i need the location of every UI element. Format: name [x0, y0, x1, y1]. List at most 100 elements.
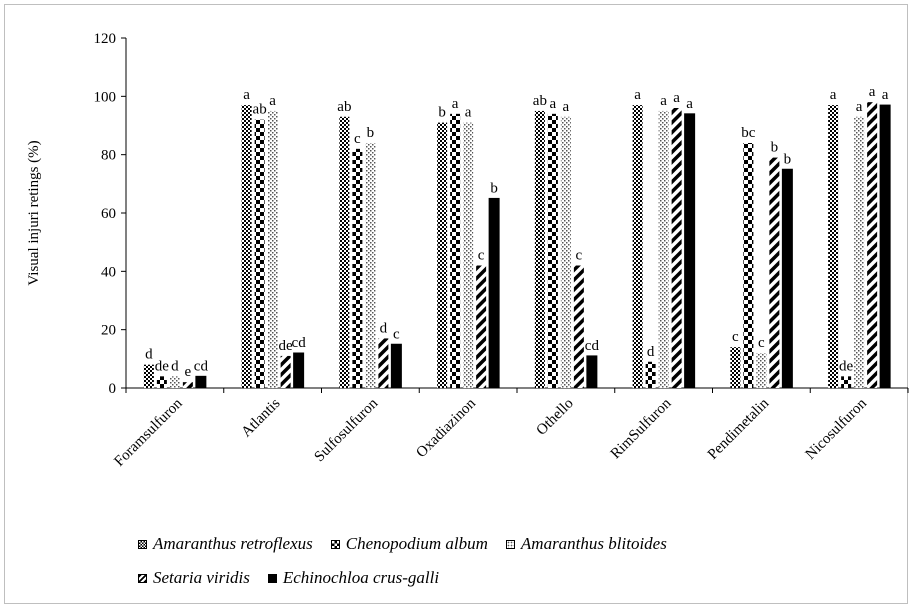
bar — [476, 265, 487, 388]
x-category-label: Pendimetalin — [705, 395, 773, 463]
bar-significance-label: ab — [253, 102, 267, 118]
legend-label: Echinochloa crus-galli — [282, 568, 440, 587]
legend-label: Setaria viridis — [153, 568, 250, 587]
bar — [573, 265, 584, 388]
bar — [352, 148, 363, 388]
x-category-label: Oxadiazinon — [413, 395, 479, 461]
bar-significance-label: d — [380, 320, 388, 336]
bar — [169, 376, 180, 388]
bar — [365, 143, 376, 388]
y-tick-label: 20 — [101, 323, 116, 339]
bar — [743, 143, 754, 388]
bar — [586, 355, 598, 389]
bar-significance-label: a — [465, 105, 472, 121]
bar — [867, 102, 878, 389]
bar — [182, 382, 193, 388]
bar-significance-label: c — [478, 248, 485, 264]
y-tick-label: 120 — [94, 31, 117, 47]
bar-significance-label: cd — [194, 358, 209, 374]
bar — [241, 105, 252, 388]
legend-row: Amaranthus retroflexus Chenopodium album A… — [138, 534, 685, 554]
bar — [547, 113, 558, 388]
bar-significance-label: b — [771, 140, 779, 156]
x-category-label: Sulfosulfuron — [312, 395, 382, 465]
bar — [632, 105, 643, 388]
bar-significance-label: b — [367, 125, 375, 141]
bar-significance-label: cd — [585, 338, 600, 354]
bar-significance-label: c — [354, 131, 361, 147]
bar-significance-label: d — [145, 347, 153, 363]
bar — [156, 376, 167, 388]
y-axis-label: Visual injuri retings (%) — [26, 140, 42, 285]
legend-item: Amaranthus blitoides — [505, 534, 667, 554]
y-tick-label: 100 — [94, 89, 117, 105]
bar-significance-label: a — [856, 99, 863, 115]
legend-label: Amaranthus blitoides — [520, 534, 667, 553]
bar — [143, 364, 154, 388]
bar — [879, 104, 891, 389]
bar-significance-label: a — [550, 96, 557, 112]
x-category-label: Atlantis — [239, 395, 284, 440]
bar — [437, 122, 448, 388]
bar — [463, 122, 474, 388]
legend-label: Chenopodium album — [345, 534, 488, 553]
bar — [560, 116, 571, 388]
legend-item: Echinochloa crus-galli — [267, 568, 440, 588]
bar — [378, 338, 389, 388]
bar — [781, 168, 793, 389]
legend-swatch — [267, 573, 277, 583]
bar-significance-label: b — [784, 151, 792, 167]
bar — [671, 108, 682, 388]
bar-significance-label: a — [660, 93, 667, 109]
bar-significance-label: bc — [741, 125, 756, 141]
bar — [756, 353, 767, 388]
bar-significance-label: a — [243, 87, 250, 103]
bar-significance-label: ab — [533, 93, 547, 109]
bar — [195, 375, 207, 389]
bar-significance-label: a — [452, 96, 459, 112]
bar — [854, 116, 865, 388]
bar-significance-label: a — [269, 93, 276, 109]
bar — [390, 343, 402, 389]
bar-significance-label: c — [393, 326, 400, 342]
legend-swatch — [138, 539, 147, 549]
legend-label: Amaranthus retroflexus — [153, 534, 313, 553]
bar — [254, 119, 265, 389]
bar-significance-label: de — [839, 358, 854, 374]
bar — [769, 157, 780, 388]
bar — [534, 110, 545, 389]
bar-significance-label: de — [155, 358, 170, 374]
bar-significance-label: e — [185, 364, 192, 380]
legend-item: Chenopodium album — [330, 534, 488, 554]
bar-significance-label: d — [647, 344, 655, 360]
bar-significance-label: d — [171, 358, 179, 374]
bar — [339, 116, 350, 388]
bar-significance-label: c — [732, 329, 739, 345]
bar-significance-label: a — [673, 90, 680, 106]
bar-significance-label: a — [869, 84, 876, 100]
bar — [658, 110, 669, 389]
bar-significance-label: a — [634, 87, 641, 103]
bar-significance-label: b — [490, 180, 498, 196]
bar — [293, 352, 305, 389]
legend-item: Setaria viridis — [138, 568, 250, 588]
bar-significance-label: c — [758, 335, 765, 351]
bar — [684, 113, 696, 389]
bar-significance-label: b — [438, 105, 446, 121]
x-category-label: Othello — [534, 396, 577, 439]
legend-row: Setaria viridis Echinochloa crus-galli — [138, 568, 457, 588]
bar — [730, 347, 741, 388]
y-tick-label: 40 — [101, 264, 116, 280]
legend-item: Amaranthus retroflexus — [138, 534, 313, 554]
x-category-label: RimSulfuron — [608, 395, 675, 462]
legend-swatch — [138, 573, 147, 583]
legend-swatch — [505, 539, 515, 549]
y-tick-label: 0 — [109, 381, 117, 397]
bar — [841, 376, 852, 388]
bar-significance-label: a — [563, 99, 570, 115]
bar — [828, 105, 839, 388]
y-tick-label: 60 — [101, 206, 116, 222]
x-category-label: Nicosulfuron — [803, 395, 871, 463]
x-category-label: Foramsulfuron — [111, 395, 186, 470]
